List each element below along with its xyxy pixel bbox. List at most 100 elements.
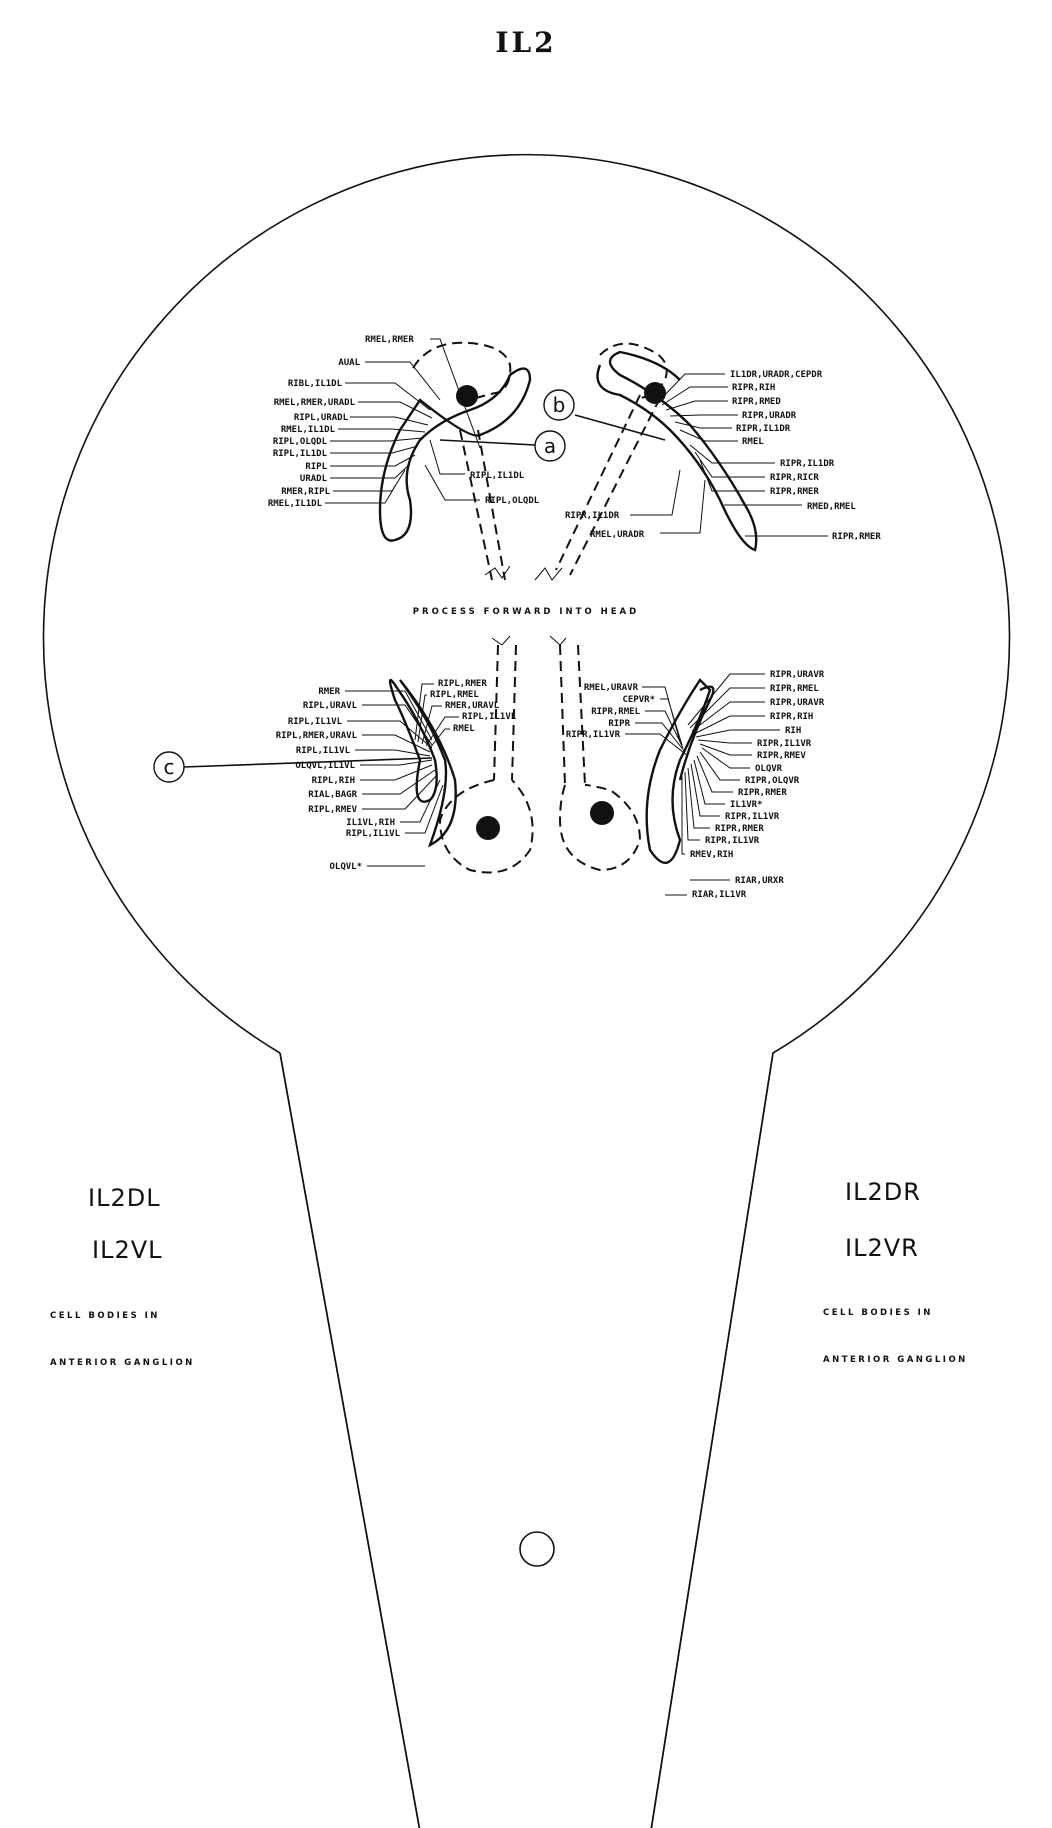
label-dr-10: RIPR,RMER bbox=[832, 532, 881, 542]
label-dr-4: RIPR,IL1DR bbox=[736, 424, 791, 434]
label-vr-13: RIPR,IL1VR bbox=[705, 836, 760, 846]
label-vr-9: RIPR,RMER bbox=[738, 788, 787, 798]
stem-outline bbox=[279, 1052, 774, 1828]
ventral-right-neuron bbox=[558, 644, 715, 872]
dr-leader-lines bbox=[659, 373, 828, 537]
label-dl-7: RIPL,IL1DL bbox=[273, 449, 328, 459]
label-dl-3: RMEL,RMER,URADL bbox=[274, 398, 356, 408]
left-caption-1: CELL BODIES IN bbox=[50, 1311, 160, 1321]
vl-nucleus bbox=[476, 816, 500, 840]
mounting-hole bbox=[519, 1531, 555, 1567]
ventral-left-neuron bbox=[388, 635, 567, 874]
label-vr-11: RIPR,IL1VR bbox=[725, 812, 780, 822]
vl-process bbox=[493, 644, 517, 781]
label-vr-15: RIAR,URXR bbox=[735, 876, 784, 886]
label-vrl-2: RIPR,RMEL bbox=[591, 707, 640, 717]
label-vl-6: RIPL,RIH bbox=[312, 776, 355, 786]
label-vr-6: RIPR,RMEV bbox=[757, 751, 806, 761]
dl-process-end bbox=[484, 565, 511, 579]
label-vr-5: RIPR,IL1VR bbox=[757, 739, 812, 749]
left-cell-info: IL2DL IL2VL CELL BODIES IN ANTERIOR GANG… bbox=[50, 1184, 195, 1368]
label-vr-8: RIPR,OLQVR bbox=[745, 776, 800, 786]
label-vr-3: RIPR,RIH bbox=[770, 712, 813, 722]
label-dr-3: RIPR,URADR bbox=[742, 411, 797, 421]
vr-process bbox=[559, 644, 586, 786]
dlr-leader-lines bbox=[424, 439, 480, 501]
label-vl-10: RIPL,IL1VL bbox=[346, 829, 401, 839]
label-drl-0: RIPR,IL1DR bbox=[565, 511, 620, 521]
label-dl-1: AUAL bbox=[338, 358, 360, 368]
label-dr-0: IL1DR,URADR,CEPDR bbox=[730, 370, 823, 380]
drl-leader-lines bbox=[630, 469, 706, 534]
label-vrl-1: CEPVR* bbox=[622, 695, 655, 705]
label-vl-8: RIPL,RMEV bbox=[308, 805, 357, 815]
label-dl-9: URADL bbox=[300, 474, 328, 484]
dorsal-left-neuron bbox=[378, 341, 532, 581]
label-vr-12: RIPR,RMER bbox=[715, 824, 764, 834]
dorsal-right-labels: IL1DR,URADR,CEPDR RIPR,RIH RIPR,RMED RIP… bbox=[565, 370, 881, 542]
dr-process-end bbox=[534, 567, 563, 581]
label-dr-2: RIPR,RMED bbox=[732, 397, 781, 407]
callout-c: c bbox=[153, 751, 433, 783]
vl-soma-outline bbox=[438, 779, 534, 874]
label-vl-4: RIPL,IL1VL bbox=[296, 746, 351, 756]
label-vlr-0: RIPL,RMER bbox=[438, 679, 487, 689]
label-dl-8: RIPL bbox=[305, 462, 327, 472]
label-vl-0: RMER bbox=[318, 687, 340, 697]
label-vl-11: OLQVL* bbox=[329, 862, 362, 872]
label-vr-2: RIPR,URAVR bbox=[770, 698, 825, 708]
vl-process-top bbox=[491, 635, 567, 646]
diagram-title: IL2 bbox=[495, 26, 556, 59]
label-vr-16: RIAR,IL1VR bbox=[692, 890, 747, 900]
body-outline bbox=[42, 153, 1011, 1828]
right-cell-name-1: IL2DR bbox=[845, 1178, 921, 1206]
process-caption: PROCESS FORWARD INTO HEAD bbox=[413, 607, 639, 617]
dr-branch bbox=[596, 350, 758, 552]
callout-b-label: b bbox=[553, 393, 566, 417]
left-caption-2: ANTERIOR GANGLION bbox=[50, 1358, 195, 1368]
left-cell-name-1: IL2DL bbox=[88, 1184, 161, 1212]
ventral-right-labels: RMEL,URAVR CEPVR* RIPR,RMEL RIPR RIPR,IL… bbox=[566, 670, 825, 900]
label-vr-4: RIH bbox=[785, 726, 801, 736]
callout-a-label: a bbox=[544, 434, 556, 458]
label-vlr-1: RIPL,RMEL bbox=[430, 690, 479, 700]
label-dr-5: RMEL bbox=[742, 437, 764, 447]
label-dlr-1: RIPL,OLQDL bbox=[485, 496, 540, 506]
label-vrl-0: RMEL,URAVR bbox=[584, 683, 639, 693]
label-dr-9: RMED,RMEL bbox=[807, 502, 856, 512]
label-vl-1: RIPL,URAVL bbox=[303, 701, 358, 711]
label-drl-1: RMEL,URADR bbox=[590, 530, 645, 540]
dl-leader-lines bbox=[325, 338, 481, 504]
label-vr-0: RIPR,URAVR bbox=[770, 670, 825, 680]
label-vr-10: IL1VR* bbox=[730, 800, 763, 810]
callout-b: b bbox=[543, 389, 666, 441]
callout-c-label: c bbox=[164, 755, 175, 779]
label-dl-11: RMEL,IL1DL bbox=[268, 499, 323, 509]
vrl-leader-lines bbox=[625, 686, 689, 757]
dl-soma-outline bbox=[412, 341, 512, 405]
vl-leader-lines bbox=[345, 690, 444, 867]
label-dr-1: RIPR,RIH bbox=[732, 383, 775, 393]
label-vrl-3: RIPR bbox=[608, 719, 630, 729]
label-vr-7: OLQVR bbox=[755, 764, 783, 774]
label-dl-6: RIPL,OLQDL bbox=[273, 437, 328, 447]
dl-nucleus bbox=[456, 385, 478, 407]
label-dl-0: RMEL,RMER bbox=[365, 335, 414, 345]
label-dl-4: RIPL,URADL bbox=[294, 413, 349, 423]
right-caption-2: ANTERIOR GANGLION bbox=[823, 1355, 968, 1365]
vr-branch bbox=[645, 678, 715, 864]
label-dl-10: RMER,RIPL bbox=[281, 487, 330, 497]
label-dr-8: RIPR,RMER bbox=[770, 487, 819, 497]
label-vr-1: RIPR,RMEL bbox=[770, 684, 819, 694]
label-dr-6: RIPR,IL1DR bbox=[780, 459, 835, 469]
left-cell-name-2: IL2VL bbox=[92, 1236, 163, 1264]
dl-process bbox=[459, 429, 506, 581]
dl-branch bbox=[378, 367, 532, 542]
label-vlr-4: RMEL bbox=[453, 724, 475, 734]
label-vl-9: IL1VL,RIH bbox=[346, 818, 395, 828]
vlr-leader-lines bbox=[414, 683, 459, 749]
label-vl-3: RIPL,RMER,URAVL bbox=[276, 731, 358, 741]
label-vrl-4: RIPR,IL1VR bbox=[566, 730, 621, 740]
label-vl-7: RIAL,BAGR bbox=[308, 790, 357, 800]
